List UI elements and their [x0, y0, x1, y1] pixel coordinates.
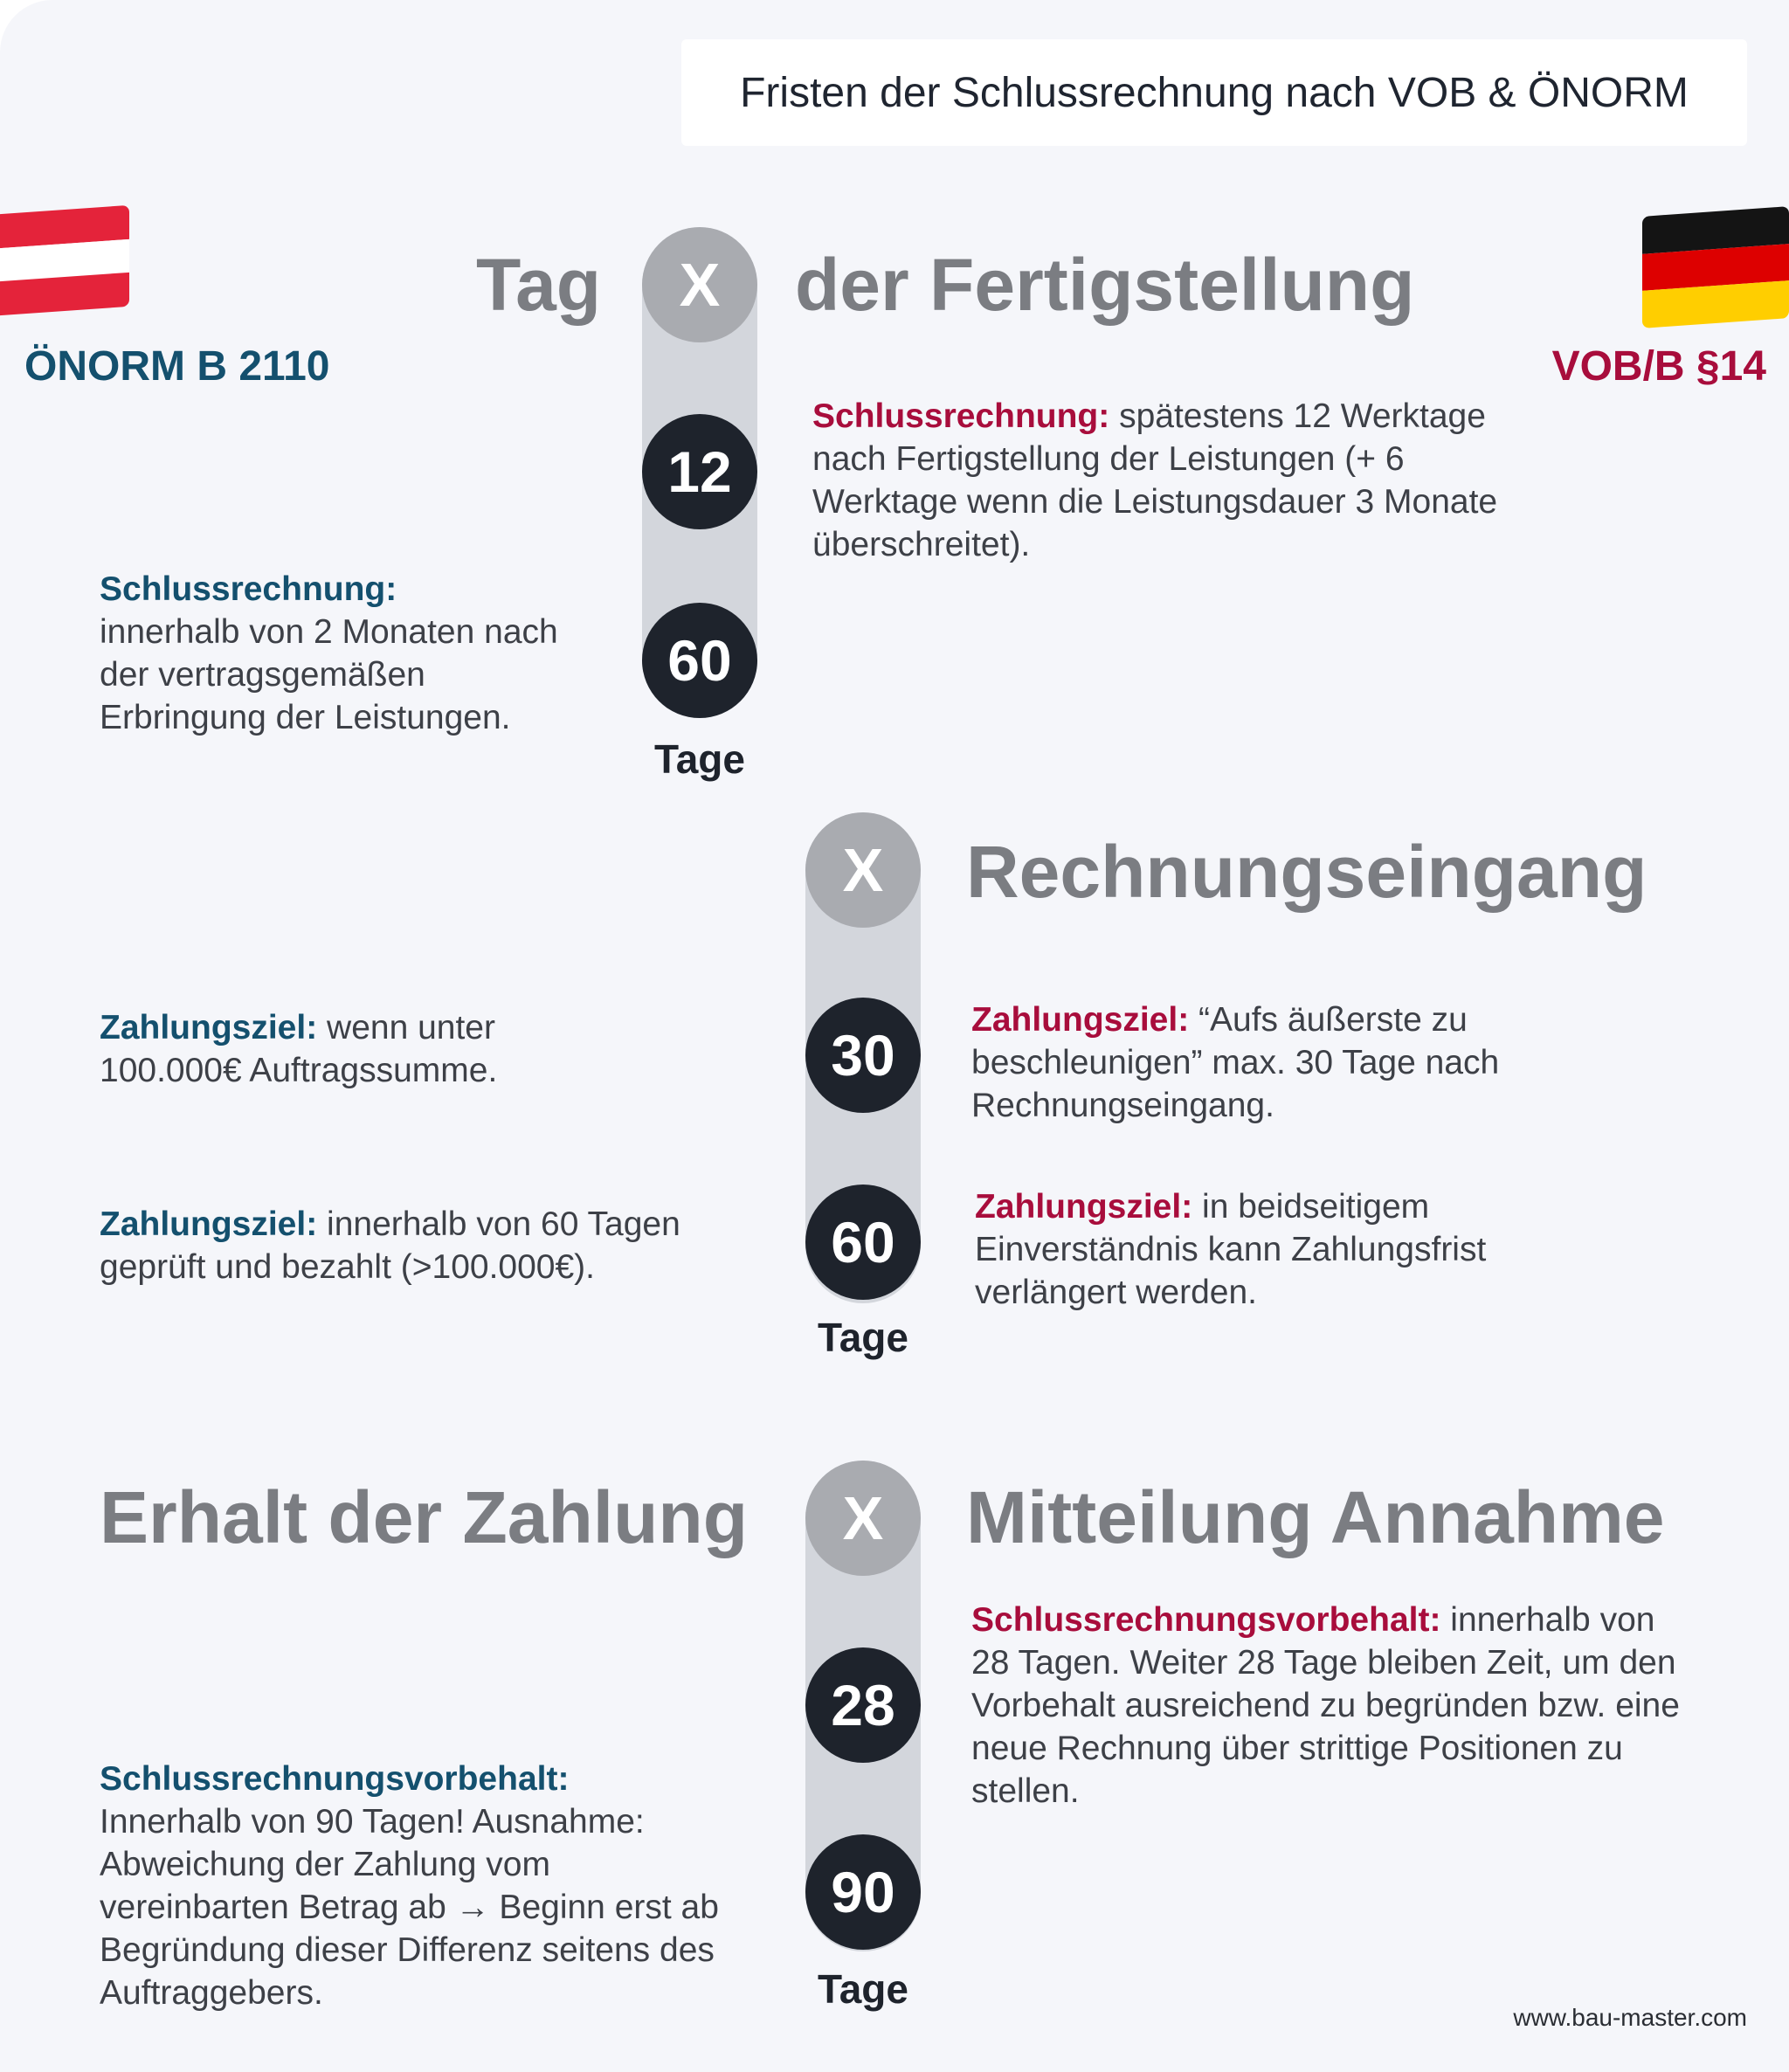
note-label: Schlussrechnungsvorbehalt:	[100, 1760, 570, 1798]
note-label: Zahlungsziel:	[975, 1188, 1193, 1226]
note-germany: Zahlungsziel: “Aufs äußerste zu beschleu…	[971, 998, 1583, 1127]
days-circle: 30	[805, 998, 921, 1113]
note-austria: Zahlungsziel: wenn unter 100.000€ Auftra…	[100, 1006, 589, 1092]
note-label: Zahlungsziel:	[100, 1009, 318, 1046]
note-label: Schlussrechnungsvorbehalt:	[971, 1601, 1441, 1639]
marker-x: X	[805, 812, 921, 928]
days-circle: 60	[642, 603, 757, 718]
note-germany: Zahlungsziel: in beidseitigem Einverstän…	[975, 1185, 1586, 1314]
note-label: Zahlungsziel:	[971, 1001, 1190, 1039]
standard-austria: ÖNORM B 2110	[24, 343, 330, 390]
note-text: spätestens 12 Werktage nach Fertigstellu…	[812, 397, 1498, 563]
heading-fertigstellung: der Fertigstellung	[795, 244, 1415, 326]
days-unit: Tage	[818, 1966, 908, 2012]
days-circle: 12	[642, 414, 757, 529]
note-text: “Aufs äußerste zu beschleunigen” max. 30…	[971, 1001, 1500, 1124]
germany-flag-icon	[1642, 206, 1789, 328]
heading-rechnungseingang: Rechnungseingang	[966, 831, 1647, 913]
days-unit: Tage	[818, 1315, 908, 1360]
standard-germany: VOB/B §14	[1551, 343, 1766, 390]
note-austria: Schlussrechnung: innerhalb von 2 Monaten …	[100, 568, 571, 739]
note-label: Schlussrechnung:	[100, 570, 397, 608]
note-text: Innerhalb von 90 Tagen! Ausnahme: Abweic…	[100, 1803, 719, 2012]
heading-tag: Tag	[476, 244, 602, 326]
marker-x: X	[642, 227, 757, 342]
days-circle: 28	[805, 1647, 921, 1763]
note-germany: Schlussrechnungsvorbehalt: innerhalb von…	[971, 1599, 1696, 1813]
austria-flag-icon	[0, 204, 129, 316]
note-text: innerhalb von 2 Monaten nach der vertrag…	[100, 613, 558, 736]
note-label: Zahlungsziel:	[100, 1205, 318, 1243]
days-circle: 60	[805, 1184, 921, 1300]
note-austria: Schlussrechnungsvorbehalt: Innerhalb von …	[100, 1758, 729, 2014]
note-germany: Schlussrechnung: spätestens 12 Werktage …	[812, 395, 1511, 566]
note-text: innerhalb von 60 Tagen geprüft und bezah…	[100, 1205, 680, 1286]
days-unit: Tage	[654, 736, 745, 782]
marker-x: X	[805, 1461, 921, 1576]
heading-erhalt-der-zahlung: Erhalt der Zahlung	[100, 1476, 749, 1558]
days-circle: 90	[805, 1834, 921, 1950]
note-austria: Zahlungsziel: innerhalb von 60 Tagen gep…	[100, 1203, 746, 1288]
note-text: in beidseitigem Einverständnis kann Zahl…	[975, 1188, 1487, 1311]
heading-mitteilung-annahme: Mitteilung Annahme	[966, 1476, 1665, 1558]
footer-url: www.bau-master.com	[1513, 2004, 1747, 2031]
note-label: Schlussrechnung:	[812, 397, 1110, 435]
page-title: Fristen der Schlussrechnung nach VOB & Ö…	[681, 39, 1747, 146]
note-text: wenn unter 100.000€ Auftragssumme.	[100, 1009, 498, 1089]
note-text: innerhalb von 28 Tagen. Weiter 28 Tage b…	[971, 1601, 1680, 1810]
